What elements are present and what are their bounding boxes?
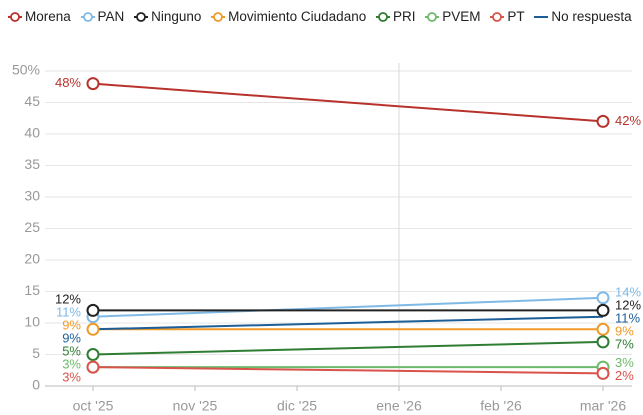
legend: Morena PAN Ninguno Movimiento Ciudadano … xyxy=(8,6,643,28)
point xyxy=(86,348,100,361)
swatch-marker xyxy=(427,12,438,22)
point xyxy=(596,366,610,380)
y-tick-label: 35 xyxy=(24,156,40,172)
y-tick-label: 5 xyxy=(32,345,40,361)
legend-label: Morena xyxy=(25,9,71,24)
y-tick-label: 40 xyxy=(24,125,40,141)
legend-item: PAN xyxy=(80,9,125,24)
value-label: 3% xyxy=(62,370,81,385)
legend-item: Ninguno xyxy=(134,9,201,24)
series-line xyxy=(92,366,604,375)
y-tick-label: 10 xyxy=(24,314,40,330)
value-label: 11% xyxy=(56,305,81,320)
value-label: 3% xyxy=(615,355,634,370)
legend-label: PT xyxy=(507,9,525,24)
legend-swatch xyxy=(211,12,226,22)
y-tick-label: 50% xyxy=(12,62,40,78)
point xyxy=(596,303,610,317)
legend-swatch xyxy=(534,16,549,18)
series-line xyxy=(92,340,604,356)
swatch-marker xyxy=(492,12,503,22)
series-line xyxy=(92,315,604,331)
legend-item: Morena xyxy=(8,9,71,24)
y-tick-label: 25 xyxy=(24,219,40,235)
point xyxy=(596,335,610,349)
legend-label: Movimiento Ciudadano xyxy=(228,9,367,24)
legend-label: Ninguno xyxy=(151,9,202,24)
value-label: 14% xyxy=(615,285,641,300)
series-line xyxy=(92,296,604,318)
swatch-marker xyxy=(378,12,388,22)
value-label: 12% xyxy=(55,292,81,307)
swatch-marker xyxy=(136,12,146,22)
x-tick-label: feb '26 xyxy=(480,398,522,414)
value-label: 9% xyxy=(62,331,81,346)
legend-item: PVEM xyxy=(425,9,481,24)
x-tick-label: dic '25 xyxy=(277,398,317,414)
point xyxy=(86,322,100,336)
legend-item: No respuesta xyxy=(534,9,632,24)
value-label: 11% xyxy=(615,311,640,326)
value-label: 5% xyxy=(62,344,81,359)
legend-label: PRI xyxy=(393,9,416,24)
y-tick-label: 20 xyxy=(24,251,40,267)
legend-swatch xyxy=(134,12,149,22)
value-label: 9% xyxy=(615,324,634,339)
legend-item: PRI xyxy=(376,9,416,24)
x-tick-label: nov '25 xyxy=(173,398,218,414)
legend-item: Movimiento Ciudadano xyxy=(211,9,366,24)
legend-label: No respuesta xyxy=(551,9,632,24)
legend-swatch xyxy=(376,12,390,22)
swatch-marker xyxy=(213,12,224,22)
point xyxy=(596,322,610,336)
y-tick-label: 15 xyxy=(24,282,40,298)
y-tick-label: 0 xyxy=(32,377,40,393)
series-line xyxy=(92,82,604,123)
y-tick-label: 45 xyxy=(24,93,40,109)
swatch-marker xyxy=(10,12,20,22)
swatch-marker xyxy=(82,12,93,22)
point xyxy=(86,360,100,374)
legend-label: PVEM xyxy=(442,9,481,24)
x-tick-label: oct '25 xyxy=(73,398,114,414)
value-label: 42% xyxy=(615,113,641,128)
value-label: 2% xyxy=(615,368,634,383)
point xyxy=(86,303,100,317)
point xyxy=(596,291,610,305)
legend-item: PT xyxy=(490,9,525,24)
y-tick-label: 30 xyxy=(24,188,40,204)
value-label: 12% xyxy=(615,298,641,313)
legend-label: PAN xyxy=(97,9,125,24)
legend-swatch xyxy=(8,12,22,22)
legend-swatch xyxy=(425,12,440,22)
value-label: 9% xyxy=(62,318,81,333)
x-tick-label: ene '26 xyxy=(376,398,422,414)
point xyxy=(596,114,610,128)
value-label: 48% xyxy=(55,75,81,90)
value-label: 7% xyxy=(615,337,634,352)
legend-swatch xyxy=(490,12,505,22)
x-tick-label: mar '26 xyxy=(580,398,626,414)
point xyxy=(86,77,100,91)
value-label: 3% xyxy=(62,357,81,372)
legend-swatch xyxy=(80,12,95,22)
